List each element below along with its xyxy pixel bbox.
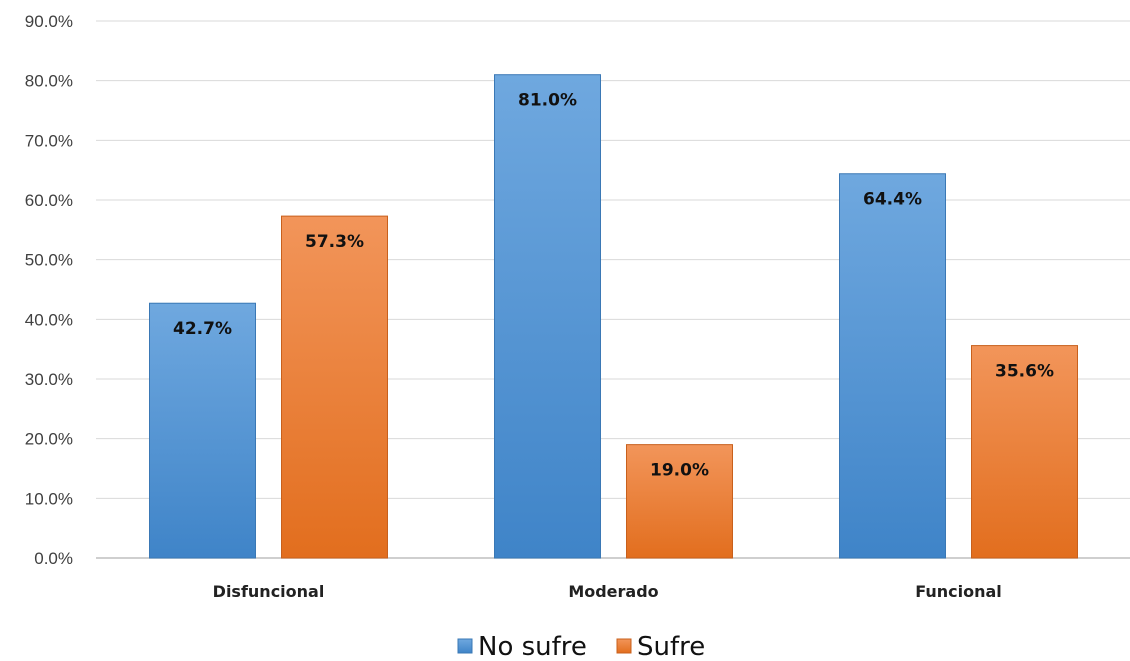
- data-label: 42.7%: [173, 319, 232, 339]
- y-tick-label: 40.0%: [25, 310, 73, 329]
- data-label: 35.6%: [995, 362, 1054, 382]
- bar-no-sufre-moderado: [494, 74, 601, 559]
- y-tick-label: 90.0%: [25, 12, 73, 31]
- y-tick-label: 20.0%: [25, 430, 73, 449]
- gridlines: [96, 20, 1130, 559]
- data-label: 81.0%: [518, 91, 577, 111]
- bar-sufre-funcional: [971, 345, 1078, 559]
- bar-sufre-moderado: [626, 444, 733, 559]
- data-label: 57.3%: [305, 232, 364, 252]
- bars: [149, 74, 1078, 559]
- x-category-label: Moderado: [568, 582, 658, 601]
- x-category-label: Funcional: [915, 582, 1002, 601]
- bar-no-sufre-funcional: [839, 173, 946, 559]
- data-label: 64.4%: [863, 190, 922, 210]
- data-label: 19.0%: [650, 461, 709, 481]
- y-tick-label: 10.0%: [25, 489, 73, 508]
- y-tick-label: 80.0%: [25, 72, 73, 91]
- y-tick-label: 0.0%: [34, 549, 73, 568]
- bar-sufre-disfuncional: [281, 215, 388, 559]
- x-axis-categories: Disfuncional Moderado Funcional: [213, 582, 1002, 601]
- y-tick-label: 30.0%: [25, 370, 73, 389]
- bar-no-sufre-disfuncional: [149, 302, 256, 559]
- y-axis-ticks: 0.0% 10.0% 20.0% 30.0% 40.0% 50.0% 60.0% 70.0% 8…: [25, 12, 73, 568]
- y-tick-label: 70.0%: [25, 131, 73, 150]
- y-tick-label: 60.0%: [25, 191, 73, 210]
- data-labels: 42.7% 57.3% 81.0% 19.0% 64.4% 35.6%: [173, 91, 1054, 481]
- legend: No sufre Sufre: [457, 632, 705, 661]
- legend-label: No sufre: [478, 632, 587, 661]
- x-category-label: Disfuncional: [213, 582, 325, 601]
- legend-swatch: [457, 638, 473, 654]
- legend-swatch: [616, 638, 632, 654]
- legend-label: Sufre: [637, 632, 705, 661]
- y-tick-label: 50.0%: [25, 251, 73, 270]
